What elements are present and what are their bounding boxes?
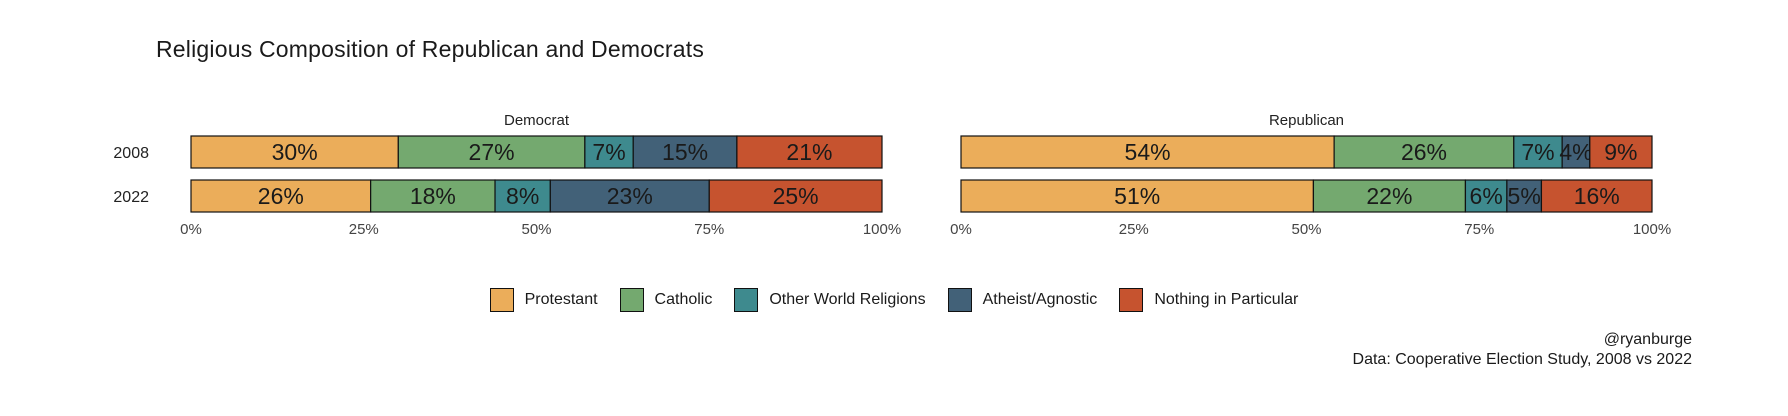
legend-label-nothing-in-particular: Nothing in Particular	[1154, 291, 1299, 308]
caption-handle: @ryanburge	[1603, 331, 1692, 348]
x-tick-label-democrat-3: 75%	[694, 221, 724, 238]
bar-label-democrat-2008-protestant: 30%	[272, 139, 318, 165]
bar-label-democrat-2008-catholic: 27%	[469, 139, 515, 165]
legend-item-protestant: Protestant	[489, 288, 598, 312]
legend-item-atheist-agnostic: Atheist/Agnostic	[947, 288, 1098, 312]
legend-label-protestant: Protestant	[524, 291, 598, 308]
legend: Protestant Catholic Other World Religion…	[0, 288, 1788, 312]
bar-democrat-2008-catholic	[397, 135, 586, 169]
legend-swatch-atheist-agnostic	[947, 288, 972, 312]
bar-label-republican-2022-catholic: 22%	[1366, 183, 1412, 209]
x-tick-label-republican-3: 75%	[1464, 221, 1494, 238]
bar-republican-2022-nothing-in-particular	[1540, 179, 1653, 213]
bar-label-republican-2008-other-world-religions: 7%	[1521, 139, 1554, 165]
legend-label-atheist-agnostic: Atheist/Agnostic	[982, 291, 1098, 308]
x-tick-label-democrat-1: 25%	[349, 221, 379, 238]
bar-republican-2022-atheist-agnostic	[1506, 179, 1543, 213]
legend-swatch-catholic	[619, 288, 644, 312]
caption-source: Data: Cooperative Election Study, 2008 v…	[1352, 351, 1692, 368]
bar-label-republican-2022-other-world-religions: 6%	[1470, 183, 1503, 209]
x-tick-label-republican-4: 100%	[1633, 221, 1671, 238]
bar-label-democrat-2008-other-world-religions: 7%	[592, 139, 625, 165]
bar-label-democrat-2008-nothing-in-particular: 21%	[786, 139, 832, 165]
x-tick-label-republican-1: 25%	[1119, 221, 1149, 238]
bar-democrat-2008-protestant	[190, 135, 399, 169]
caption: @ryanburge Data: Cooperative Election St…	[1353, 330, 1692, 370]
x-tick-label-democrat-2: 50%	[521, 221, 551, 238]
bar-label-republican-2008-atheist-agnostic: 4%	[1559, 139, 1592, 165]
bar-republican-2008-nothing-in-particular	[1589, 135, 1653, 169]
bar-label-republican-2008-protestant: 54%	[1125, 139, 1171, 165]
bar-democrat-2022-other-world-religions	[494, 179, 551, 213]
facet-label-democrat: Democrat	[504, 112, 570, 129]
bar-democrat-2022-protestant	[190, 179, 372, 213]
bar-label-democrat-2022-catholic: 18%	[410, 183, 456, 209]
bar-label-republican-2022-atheist-agnostic: 5%	[1508, 183, 1541, 209]
legend-item-catholic: Catholic	[619, 288, 713, 312]
x-tick-label-republican-2: 50%	[1291, 221, 1321, 238]
bar-democrat-2022-catholic	[370, 179, 496, 213]
legend-swatch-protestant	[489, 288, 514, 312]
bar-label-republican-2022-nothing-in-particular: 16%	[1574, 183, 1620, 209]
bar-label-democrat-2022-nothing-in-particular: 25%	[773, 183, 819, 209]
x-tick-label-republican-0: 0%	[950, 221, 972, 238]
legend-label-other-world-religions: Other World Religions	[769, 291, 926, 308]
legend-swatch-other-world-religions	[734, 288, 759, 312]
bar-label-democrat-2022-protestant: 26%	[258, 183, 304, 209]
legend-swatch-nothing-in-particular	[1119, 288, 1144, 312]
bar-republican-2008-catholic	[1333, 135, 1515, 169]
x-tick-label-democrat-4: 100%	[863, 221, 901, 238]
legend-item-nothing-in-particular: Nothing in Particular	[1119, 288, 1298, 312]
legend-item-other-world-religions: Other World Religions	[734, 288, 926, 312]
bar-label-democrat-2022-other-world-religions: 8%	[506, 183, 539, 209]
bar-republican-2022-catholic	[1312, 179, 1467, 213]
bar-label-republican-2008-catholic: 26%	[1401, 139, 1447, 165]
bar-label-republican-2022-protestant: 51%	[1114, 183, 1160, 209]
chart-title: Religious Composition of Republican and …	[156, 36, 705, 62]
bar-label-democrat-2008-atheist-agnostic: 15%	[662, 139, 708, 165]
y-tick-label-2022: 2022	[113, 189, 149, 206]
y-tick-label-2008: 2008	[113, 145, 149, 162]
bar-label-republican-2008-nothing-in-particular: 9%	[1604, 139, 1637, 165]
bar-republican-2008-atheist-agnostic	[1561, 135, 1591, 169]
bar-democrat-2008-nothing-in-particular	[736, 135, 883, 169]
facet-label-republican: Republican	[1269, 112, 1344, 129]
x-tick-label-democrat-0: 0%	[180, 221, 202, 238]
legend-label-catholic: Catholic	[654, 291, 713, 308]
bar-democrat-2022-nothing-in-particular	[708, 179, 883, 213]
bar-label-democrat-2022-atheist-agnostic: 23%	[607, 183, 653, 209]
